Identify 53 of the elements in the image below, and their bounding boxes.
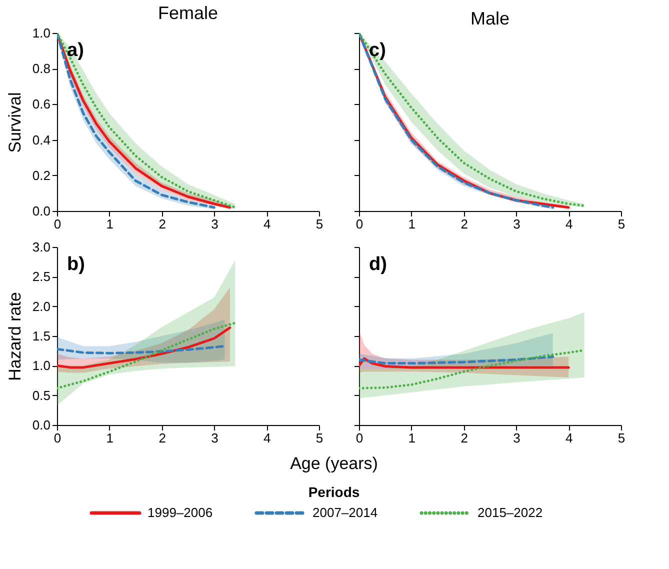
x-tick-label: 5 <box>618 430 626 446</box>
line-series <box>57 322 236 390</box>
legend-label: 2015–2022 <box>478 505 543 520</box>
legend-label: 1999–2006 <box>148 505 213 520</box>
y-tick-label: 0.0 <box>32 418 50 432</box>
y-tick-label: 2.5 <box>32 269 50 284</box>
y-axis-title: Hazard rate <box>5 292 24 381</box>
y-axis-title: Survival <box>5 92 24 153</box>
x-tick-label: 2 <box>158 216 166 232</box>
annotation: c) <box>369 40 386 61</box>
x-tick-label: 0 <box>54 216 62 232</box>
x-tick-label: 3 <box>513 430 520 446</box>
y-tick-label: 0.5 <box>32 388 50 403</box>
x-tick-label: 2 <box>460 216 468 232</box>
y-tick-label: 1.0 <box>32 358 50 374</box>
legend-title: Periods <box>308 484 360 500</box>
x-tick-label: 0 <box>356 430 364 446</box>
x-tick-label: 4 <box>263 216 271 232</box>
x-tick-label: 5 <box>316 430 324 446</box>
x-tick-label: 3 <box>211 216 218 232</box>
y-tick-label: 0.6 <box>32 96 50 112</box>
annotation: d) <box>369 254 387 275</box>
y-tick-label: 0.0 <box>32 204 50 218</box>
y-tick-label: 1.0 <box>32 26 50 40</box>
x-tick-label: 0 <box>356 216 364 232</box>
y-tick-label: 0.2 <box>32 168 50 183</box>
x-tick-label: 5 <box>316 216 324 232</box>
x-axis-title: Age (years) <box>290 454 378 473</box>
x-tick-label: 5 <box>618 216 626 232</box>
x-tick-label: 2 <box>460 430 468 446</box>
legend-label: 2007–2014 <box>312 505 378 520</box>
chart-title: Female <box>158 3 218 23</box>
line-series <box>57 326 232 369</box>
y-tick-label: 3.0 <box>32 240 50 254</box>
annotation: b) <box>67 254 85 275</box>
x-tick-label: 4 <box>565 430 573 446</box>
y-tick-label: 0.8 <box>32 61 50 76</box>
x-tick-label: 4 <box>263 430 271 446</box>
x-tick-label: 1 <box>408 430 416 446</box>
y-tick-label: 0.4 <box>32 132 50 148</box>
x-tick-label: 0 <box>54 430 62 446</box>
y-tick-label: 1.5 <box>32 328 50 344</box>
x-tick-label: 3 <box>513 216 520 232</box>
x-tick-label: 3 <box>211 430 218 446</box>
annotation: a) <box>67 40 84 61</box>
x-tick-label: 1 <box>106 216 114 232</box>
y-tick-label: 2.0 <box>32 298 50 314</box>
x-tick-label: 1 <box>106 430 114 446</box>
chart-title: Male <box>470 8 510 28</box>
x-tick-label: 1 <box>408 216 416 232</box>
line-series <box>57 344 226 354</box>
x-tick-label: 2 <box>158 430 166 446</box>
x-tick-label: 4 <box>565 216 573 232</box>
